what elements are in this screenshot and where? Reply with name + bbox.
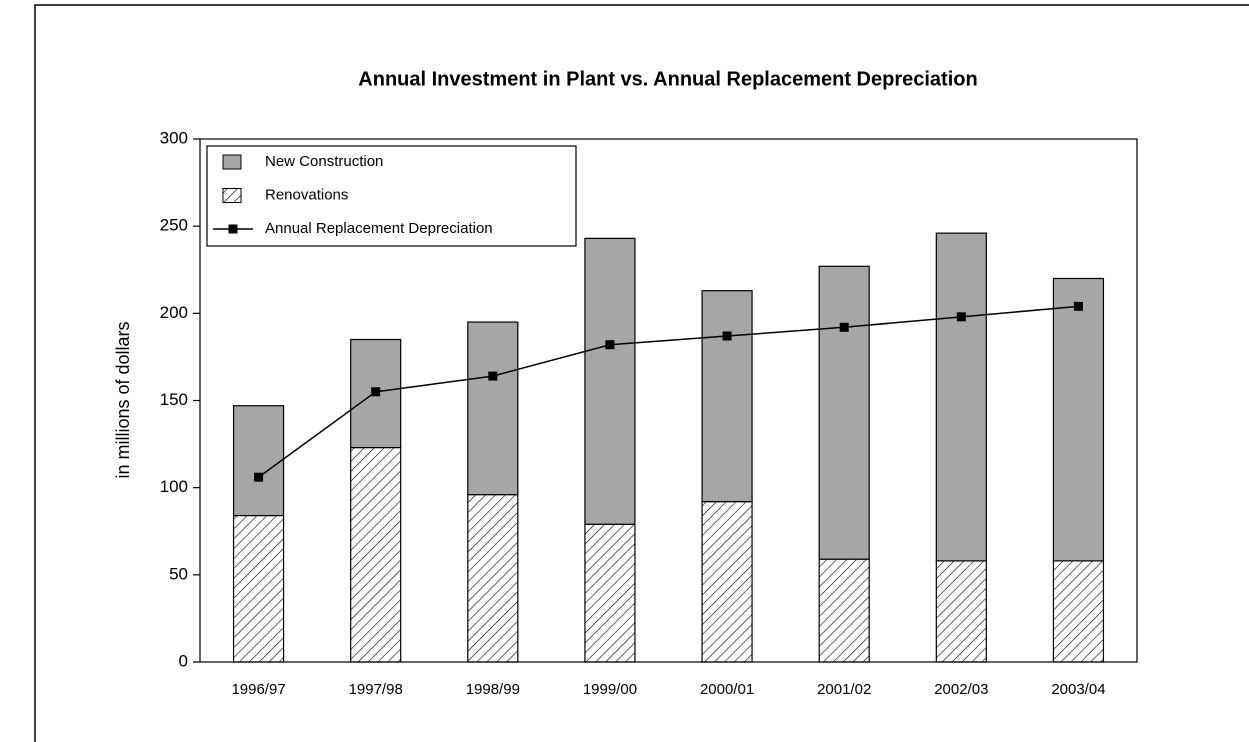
- line: [258, 305, 1079, 478]
- bar-segment: [1052, 560, 1105, 663]
- line-marker: [371, 387, 381, 397]
- y-tick-label: 300: [160, 128, 188, 147]
- line-marker: [254, 472, 264, 482]
- x-tick-label: 2000/01: [700, 681, 754, 698]
- x-tick-label: 1996/97: [231, 681, 285, 698]
- legend-label: Annual Replacement Depreciation: [265, 220, 493, 237]
- legend-marker: [228, 224, 238, 234]
- bar-segment: [584, 237, 636, 525]
- bar-segment: [232, 514, 285, 663]
- x-tick-label: 2002/03: [934, 681, 988, 698]
- frame: [34, 4, 1249, 742]
- line-marker: [839, 322, 849, 332]
- line-marker: [488, 371, 498, 381]
- bar-segment: [584, 523, 636, 663]
- line-marker: [956, 312, 966, 322]
- y-tick-label: 250: [160, 216, 188, 235]
- bar-segment: [467, 494, 519, 663]
- chart-title: Annual Investment in Plant vs. Annual Re…: [358, 68, 977, 90]
- bar-segment: [232, 405, 285, 517]
- plot-frame: [199, 138, 1138, 663]
- legend-swatch: [222, 154, 242, 170]
- legend-box: [206, 145, 577, 247]
- bar-segment: [818, 265, 870, 560]
- y-tick-label: 200: [160, 303, 188, 322]
- legend-label: Renovations: [265, 186, 348, 203]
- bar-segment: [467, 321, 519, 496]
- y-tick-label: 50: [169, 564, 188, 583]
- line-marker: [722, 331, 732, 341]
- legend-label: New Construction: [265, 153, 383, 170]
- bar-segment: [935, 560, 987, 663]
- legend-swatch: [222, 188, 242, 203]
- x-tick-label: 1998/99: [466, 681, 520, 698]
- y-axis-label: in millions of dollars: [113, 321, 133, 478]
- x-tick-label: 2001/02: [817, 681, 871, 698]
- bar-segment: [701, 290, 753, 503]
- bar-segment: [350, 446, 402, 663]
- y-tick-label: 100: [160, 477, 188, 496]
- bar-segment: [1052, 277, 1105, 562]
- line-marker: [605, 340, 615, 350]
- y-tick-label: 0: [179, 651, 188, 670]
- x-tick-label: 1999/00: [583, 681, 637, 698]
- line-marker: [1073, 301, 1083, 311]
- bar-segment: [935, 232, 987, 562]
- y-tick-label: 150: [160, 390, 188, 409]
- x-tick-label: 2003/04: [1051, 681, 1105, 698]
- x-tick-label: 1997/98: [349, 681, 403, 698]
- bar-segment: [701, 501, 753, 663]
- bar-segment: [818, 558, 870, 663]
